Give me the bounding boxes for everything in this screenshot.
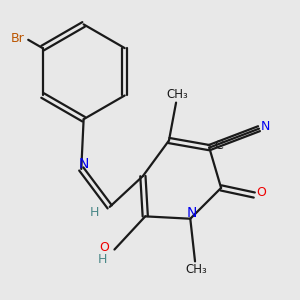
Text: H: H: [90, 206, 99, 219]
Text: Br: Br: [11, 32, 25, 45]
Text: N: N: [187, 206, 197, 220]
Text: N: N: [260, 120, 270, 133]
Text: CH₃: CH₃: [185, 263, 207, 276]
Text: C: C: [214, 139, 223, 152]
Text: N: N: [79, 157, 89, 171]
Text: O: O: [256, 186, 266, 199]
Text: H: H: [98, 254, 107, 266]
Text: CH₃: CH₃: [166, 88, 188, 100]
Text: O: O: [99, 241, 109, 254]
